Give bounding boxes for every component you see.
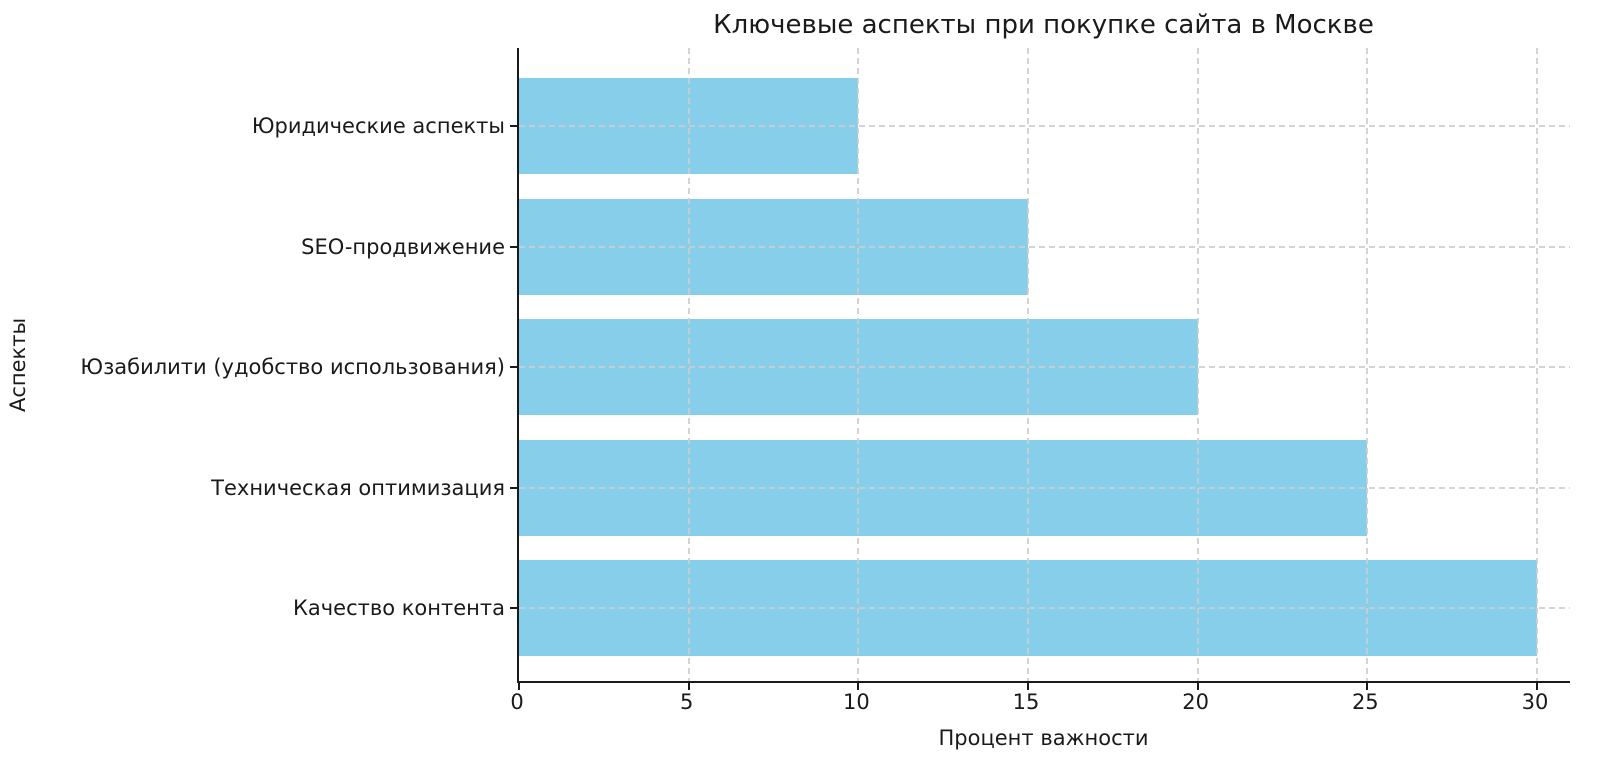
vertical-gridline	[1366, 48, 1369, 681]
x-tick-label: 30	[1521, 690, 1549, 714]
x-axis-label: Процент важности	[938, 726, 1149, 750]
horizontal-gridline	[519, 366, 1570, 368]
horizontal-gridline	[519, 486, 1570, 489]
x-tick-mark	[857, 683, 860, 690]
vertical-gridline	[687, 48, 690, 681]
y-tick-label: SEO-продвижение	[301, 234, 505, 259]
y-tick-label: Юзабилити (удобство использования)	[80, 355, 505, 379]
x-tick-label: 0	[510, 690, 524, 714]
x-tick-mark	[687, 683, 690, 690]
chart-title: Ключевые аспекты при покупке сайта в Мос…	[713, 10, 1374, 40]
x-tick-mark	[518, 683, 520, 690]
vertical-gridline	[857, 48, 860, 681]
y-tick-mark	[510, 486, 517, 489]
horizontal-gridline	[519, 607, 1570, 609]
y-tick-label: Качество контента	[292, 596, 505, 620]
y-tick-label: Техническая оптимизация	[211, 475, 505, 500]
x-tick-label: 10	[842, 690, 870, 714]
y-tick-label: Юридические аспекты	[251, 114, 505, 138]
y-tick-mark	[510, 245, 517, 248]
horizontal-gridline	[519, 245, 1570, 248]
x-tick-mark	[1196, 683, 1199, 690]
x-tick-label: 25	[1351, 690, 1379, 714]
vertical-gridline	[1026, 48, 1029, 681]
x-tick-label: 15	[1012, 690, 1040, 714]
x-tick-mark	[1535, 683, 1538, 690]
y-tick-mark	[510, 125, 517, 127]
x-tick-mark	[1026, 683, 1029, 690]
x-tick-mark	[1366, 683, 1369, 690]
plot-area	[510, 48, 1570, 690]
vertical-gridline	[1196, 48, 1199, 681]
vertical-gridline	[1535, 48, 1538, 681]
y-axis-label: Аспекты	[6, 317, 30, 413]
horizontal-gridline	[519, 125, 1570, 127]
y-tick-mark	[510, 607, 517, 609]
x-tick-label: 5	[679, 690, 694, 714]
y-tick-mark	[510, 366, 517, 368]
x-tick-label: 20	[1182, 690, 1210, 714]
